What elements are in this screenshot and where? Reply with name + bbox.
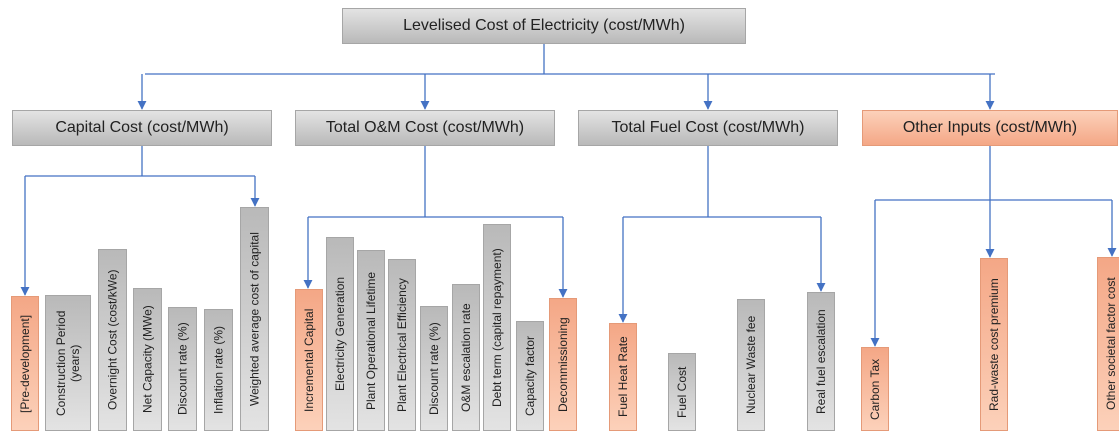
input-box: Other societal factor cost <box>1097 257 1119 431</box>
group-box: Total Fuel Cost (cost/MWh) <box>578 110 838 146</box>
input-box: Discount rate (%) <box>168 307 197 431</box>
root-box: Levelised Cost of Electricity (cost/MWh) <box>342 8 746 44</box>
input-box: Plant Electrical Efficiency <box>388 259 416 431</box>
input-box: Decommissioning <box>549 298 577 431</box>
input-box: Net Capacity (MWe) <box>133 288 162 431</box>
input-box: Carbon Tax <box>861 347 889 431</box>
input-box: Fuel Heat Rate <box>609 323 637 431</box>
input-box: Inflation rate (%) <box>204 309 233 431</box>
input-box: Overnight Cost (cost/kWe) <box>98 249 127 431</box>
input-box: Fuel Cost <box>668 353 696 431</box>
input-box: Incremental Capital <box>295 289 323 431</box>
input-box: Construction Period (years) <box>45 295 91 431</box>
group-box: Total O&M Cost (cost/MWh) <box>295 110 555 146</box>
input-box: Discount rate (%) <box>420 306 448 431</box>
input-box: [Pre-development] <box>11 296 39 431</box>
input-box: O&M escalation rate <box>452 284 480 431</box>
input-box: Nuclear Waste fee <box>737 299 765 431</box>
input-box: Electricity Generation <box>326 237 354 431</box>
group-box: Other Inputs (cost/MWh) <box>862 110 1118 146</box>
input-box: Plant Operational Lifetime <box>357 250 385 431</box>
group-box: Capital Cost (cost/MWh) <box>12 110 272 146</box>
input-box: Real fuel escalation <box>807 292 835 431</box>
input-box: Debt term (capital repayment) <box>483 224 511 431</box>
input-box: Weighted average cost of capital <box>240 207 269 431</box>
input-box: Capacity factor <box>516 321 544 431</box>
input-box: Rad-waste cost premium <box>980 258 1008 431</box>
